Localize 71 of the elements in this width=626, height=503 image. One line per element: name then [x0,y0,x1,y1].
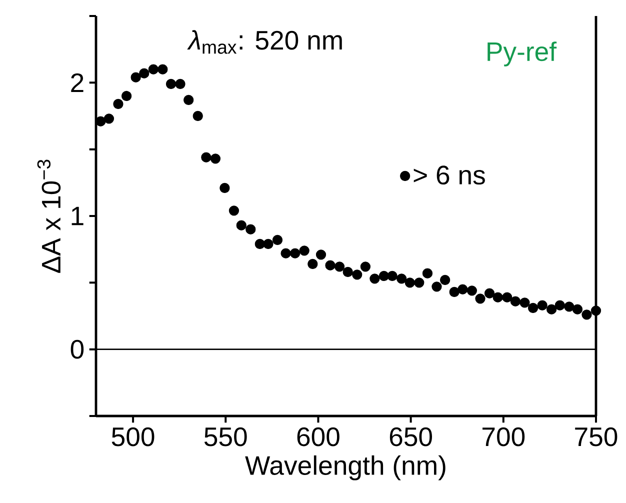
point [104,114,114,124]
point [582,310,592,320]
point [458,284,468,294]
x-tick-label: 700 [482,427,525,446]
point [414,278,424,288]
point [370,274,380,284]
annotation: Py-ref [488,42,557,66]
point [166,78,176,90]
point [299,246,310,256]
point [342,266,353,278]
point [236,220,246,230]
point [148,64,158,74]
point [325,260,336,270]
point [564,302,574,312]
point [537,300,548,310]
point [449,286,460,298]
point [360,262,371,272]
point [280,248,291,258]
point [520,298,530,308]
point [130,72,141,82]
point [175,78,186,90]
y-tick-label: 2 [71,73,84,92]
point [158,64,168,74]
x-tick-label: 600 [297,427,340,446]
point [528,302,538,314]
point [440,274,450,286]
point [220,182,230,194]
x-tick-label: 650 [390,427,432,446]
point [272,234,283,246]
point [184,94,194,106]
point [334,262,345,272]
point [432,282,442,292]
point [554,300,565,310]
point [352,270,362,280]
x-tick-label: 500 [112,427,154,446]
x-tick-label: 750 [575,427,618,446]
legend-label: > 6 ns [414,166,485,185]
point [316,250,326,260]
point [263,238,274,250]
point [422,268,433,278]
point [121,90,132,102]
point [404,278,415,288]
point [254,238,265,250]
point [572,304,583,314]
point [96,116,106,126]
point [308,258,318,270]
point [246,224,256,234]
point [378,270,390,282]
point [475,294,486,304]
point [492,292,503,302]
x-tick-label: 550 [204,427,247,446]
point [290,248,300,258]
point [510,296,521,306]
y-tick-label: 0 [70,340,84,359]
point [466,286,477,296]
x-axis-title: Wavelength (nm) [245,455,446,480]
point [484,288,495,298]
point [210,154,221,164]
point [387,270,398,282]
point [396,274,407,284]
point [113,98,124,110]
point [139,68,150,78]
y-tick-label: 1 [72,206,84,226]
point [201,152,212,162]
point [502,292,512,302]
point [590,306,602,316]
point [546,304,557,314]
point [228,206,240,216]
point [192,110,203,122]
y-axis-title: ΔA x 10$^{−3}$ [37,160,61,273]
annotation: λ$_{max}$: 520 nm [187,30,342,54]
